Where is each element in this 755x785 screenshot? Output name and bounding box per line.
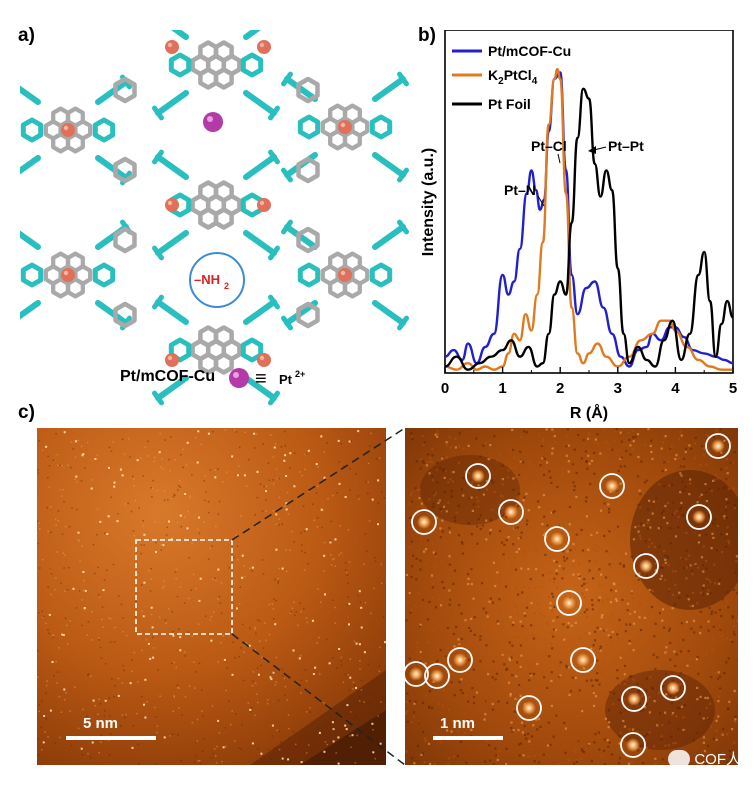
annotation-pt-cl: Pt–Cl bbox=[531, 138, 567, 154]
single-atom-spot bbox=[562, 596, 576, 610]
single-atom-spot bbox=[417, 515, 431, 529]
legend-label-pt-mcof-cu: Pt/mCOF-Cu bbox=[488, 43, 571, 59]
zoom-region-box bbox=[135, 539, 233, 635]
single-atom-spot bbox=[627, 692, 641, 706]
single-atom-spot bbox=[409, 667, 423, 681]
x-axis-ticks: 0 1 2 3 4 5 bbox=[441, 367, 737, 397]
chart-legend: Pt/mCOF-Cu K2PtCl4 Pt Foil bbox=[452, 43, 571, 112]
framework-rods bbox=[20, 30, 409, 406]
panel-b-letter: b) bbox=[418, 25, 436, 46]
single-atom-circle bbox=[447, 647, 473, 673]
single-atom-spot bbox=[522, 701, 536, 715]
single-atom-spot bbox=[430, 669, 444, 683]
single-atom-spot bbox=[471, 469, 485, 483]
structure-caption: Pt/mCOF-Cu bbox=[120, 368, 216, 385]
single-atom-markers bbox=[405, 433, 731, 758]
amine-label: –NH bbox=[194, 272, 220, 287]
single-atom-circle bbox=[424, 663, 450, 689]
cof-structure-diagram: –NH 2 bbox=[20, 30, 409, 406]
y-axis-label: Intensity (a.u.) bbox=[420, 148, 437, 256]
single-atom-circle bbox=[599, 473, 625, 499]
single-atom-circle bbox=[633, 553, 659, 579]
single-atom-spot bbox=[504, 505, 518, 519]
x-tick-label: 0 bbox=[441, 380, 449, 397]
chart-series-lines bbox=[444, 67, 734, 371]
single-atom-circle bbox=[556, 590, 582, 616]
panel-c-letter: c) bbox=[18, 402, 35, 423]
single-atom-spot bbox=[453, 653, 467, 667]
single-atom-circle bbox=[465, 463, 491, 489]
single-atom-circle bbox=[621, 686, 647, 712]
wechat-icon bbox=[668, 749, 691, 768]
scalebar-left-label: 5 nm bbox=[83, 715, 118, 732]
single-atom-circle bbox=[516, 695, 542, 721]
x-tick-label: 5 bbox=[729, 380, 737, 397]
amine-subscript: 2 bbox=[224, 281, 229, 291]
pt-legend-label: Pt bbox=[279, 372, 293, 387]
stem-image-zoomed: 1 nm bbox=[405, 428, 738, 765]
single-atom-spot bbox=[550, 532, 564, 546]
watermark-text: COF人 bbox=[694, 751, 741, 768]
single-atom-spot bbox=[576, 653, 590, 667]
single-atom-circle bbox=[498, 499, 524, 525]
peak-annotations: Pt–N Pt–Cl Pt–Pt bbox=[504, 138, 644, 207]
x-tick-label: 2 bbox=[556, 380, 564, 397]
legend-label-pt-foil: Pt Foil bbox=[488, 96, 531, 112]
x-axis-label: R (Å) bbox=[570, 403, 608, 422]
single-atom-spot bbox=[605, 479, 619, 493]
single-atom-spot bbox=[666, 681, 680, 695]
single-atom-circle bbox=[405, 661, 429, 687]
series-line-1 bbox=[444, 67, 733, 371]
watermark: COF人 bbox=[668, 748, 741, 769]
equiv-symbol: ≡ bbox=[255, 368, 267, 390]
single-atom-spot bbox=[711, 439, 725, 453]
annotation-pt-n: Pt–N bbox=[504, 182, 536, 198]
pt-ion-legend-icon bbox=[229, 368, 249, 388]
single-atom-circle bbox=[686, 504, 712, 530]
single-atom-spot bbox=[626, 738, 640, 752]
amine-site: –NH 2 bbox=[189, 252, 245, 308]
single-atom-spot bbox=[639, 559, 653, 573]
series-line-2 bbox=[444, 87, 734, 371]
series-line-0 bbox=[444, 71, 734, 368]
single-atom-circle bbox=[705, 433, 731, 459]
pt-legend: ≡ Pt 2+ bbox=[229, 368, 305, 390]
x-tick-label: 3 bbox=[614, 380, 622, 397]
single-atom-circle bbox=[544, 526, 570, 552]
pt-ion bbox=[203, 112, 223, 132]
panel-a-letter: a) bbox=[18, 25, 35, 46]
scalebar-right-label: 1 nm bbox=[440, 715, 475, 732]
single-atom-circle bbox=[620, 732, 646, 758]
exafs-chart: 0 1 2 3 4 5 R (Å) Intensity (a.u.) Pt/mCOF-Cu… bbox=[420, 30, 737, 422]
stem-image-overview: 5 nm bbox=[37, 428, 386, 765]
legend-label-k2ptcl4: K2PtCl4 bbox=[488, 67, 538, 87]
single-atom-circle bbox=[411, 509, 437, 535]
x-tick-label: 4 bbox=[671, 380, 680, 397]
annotation-pt-pt: Pt–Pt bbox=[608, 138, 644, 154]
single-atom-spot bbox=[692, 510, 706, 524]
zoom-guide-lines bbox=[231, 427, 406, 766]
single-atom-circle bbox=[660, 675, 686, 701]
x-tick-label: 1 bbox=[498, 380, 506, 397]
single-atom-circle bbox=[570, 647, 596, 673]
stem-images: 5 nm 1 nm bbox=[37, 427, 738, 766]
pt-legend-superscript: 2+ bbox=[295, 369, 305, 379]
